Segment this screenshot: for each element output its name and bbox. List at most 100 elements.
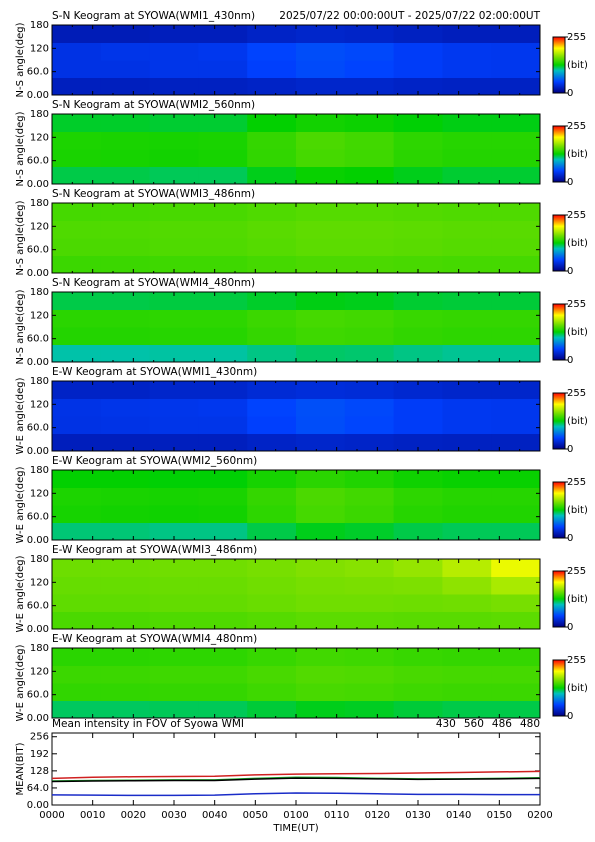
- y-axis-label: W-E angle(deg): [15, 466, 26, 543]
- heat-cell: [442, 309, 492, 328]
- heat-cell: [247, 559, 297, 577]
- heat-cell: [100, 255, 151, 274]
- heat-cell: [149, 487, 199, 506]
- colorbar-tick-label: 0: [567, 177, 573, 188]
- y-tick-label: 60.0: [27, 601, 49, 612]
- heat-cell: [149, 149, 199, 167]
- heat-cell: [247, 131, 297, 150]
- heat-cell: [149, 42, 199, 61]
- panel-subtitle: 2025/07/22 00:00:00UT - 2025/07/22 02:00…: [279, 10, 540, 22]
- x-tick-label: 0150: [487, 810, 512, 821]
- heat-cell: [100, 559, 151, 577]
- heat-cell: [52, 470, 102, 488]
- heat-cell: [344, 522, 395, 541]
- heat-cell: [149, 60, 199, 78]
- heat-cell: [149, 25, 199, 43]
- heat-cell: [247, 522, 297, 541]
- colorbar-tick-label: 0: [567, 88, 573, 99]
- heat-cell: [442, 398, 492, 417]
- panel-title: E-W Keogram at SYOWA(WMI2_560nm): [52, 455, 257, 467]
- heat-cell: [344, 505, 395, 523]
- heat-cell: [52, 114, 102, 132]
- heat-cell: [52, 416, 102, 434]
- colorbar-label: (bit): [567, 505, 588, 516]
- heat-cell: [52, 238, 102, 256]
- heat-cell: [442, 327, 492, 345]
- colorbar-tick-label: 0: [567, 444, 573, 455]
- heat-cell: [442, 60, 492, 78]
- heat-cell: [344, 416, 395, 434]
- heat-cell: [491, 166, 541, 185]
- colorbar-tick-label: 0: [567, 266, 573, 277]
- heat-cell: [100, 327, 151, 345]
- colorbar: [552, 36, 566, 94]
- colorbar: [552, 303, 566, 361]
- heat-cell: [344, 433, 395, 452]
- heat-cell: [296, 131, 346, 150]
- heat-cell: [344, 220, 395, 239]
- heat-cell: [100, 25, 151, 43]
- heat-cell: [296, 416, 346, 434]
- heat-cell: [393, 309, 443, 328]
- x-tick-label: 0020: [121, 810, 146, 821]
- heat-cell: [491, 416, 541, 434]
- heat-cell: [442, 149, 492, 167]
- heat-cell: [198, 149, 248, 167]
- y-tick-label: 180: [30, 287, 49, 298]
- heat-cell: [198, 576, 248, 595]
- heat-cell: [198, 60, 248, 78]
- heat-cell: [296, 648, 346, 666]
- heat-cell: [296, 700, 346, 719]
- colorbar-label: (bit): [567, 238, 588, 249]
- heat-cell: [442, 42, 492, 61]
- y-tick-label: 0.00: [27, 268, 49, 279]
- colorbar-label: (bit): [567, 60, 588, 71]
- heat-cell: [393, 131, 443, 150]
- heat-cell: [198, 433, 248, 452]
- heat-cell: [100, 309, 151, 328]
- heat-cell: [149, 665, 199, 684]
- heat-cell: [344, 60, 395, 78]
- heat-cell: [198, 559, 248, 577]
- heat-cell: [149, 203, 199, 221]
- heat-cell: [491, 149, 541, 167]
- colorbar: [552, 659, 566, 717]
- heat-cell: [491, 559, 541, 577]
- heat-cell: [100, 433, 151, 452]
- heat-cell: [393, 611, 443, 630]
- heat-cell: [247, 327, 297, 345]
- heat-cell: [52, 309, 102, 328]
- heat-cell: [442, 77, 492, 96]
- y-tick-label: 0.00: [27, 624, 49, 635]
- y-tick-label: 60.0: [27, 67, 49, 78]
- heat-cell: [442, 665, 492, 684]
- heat-cell: [491, 665, 541, 684]
- heat-cell: [491, 327, 541, 345]
- heat-cell: [442, 416, 492, 434]
- heat-cell: [296, 203, 346, 221]
- heat-cell: [344, 683, 395, 701]
- heat-cell: [442, 522, 492, 541]
- heat-cell: [52, 683, 102, 701]
- heat-cell: [100, 381, 151, 399]
- heat-cell: [296, 665, 346, 684]
- heat-cell: [296, 522, 346, 541]
- colorbar-tick-label: 255: [567, 121, 586, 132]
- heat-cell: [149, 327, 199, 345]
- heat-cell: [344, 149, 395, 167]
- heat-cell: [149, 700, 199, 719]
- heat-cell: [149, 522, 199, 541]
- heat-cell: [52, 25, 102, 43]
- heat-cell: [296, 327, 346, 345]
- x-tick-label: 0140: [446, 810, 471, 821]
- heat-cell: [442, 203, 492, 221]
- heat-cell: [491, 381, 541, 399]
- heat-cell: [247, 344, 297, 363]
- heat-cell: [198, 203, 248, 221]
- heat-cell: [247, 594, 297, 612]
- y-tick-label: 0.00: [27, 800, 49, 811]
- y-tick-label: 0.00: [27, 357, 49, 368]
- heat-cell: [100, 700, 151, 719]
- heat-cell: [52, 700, 102, 719]
- y-tick-label: 0.00: [27, 535, 49, 546]
